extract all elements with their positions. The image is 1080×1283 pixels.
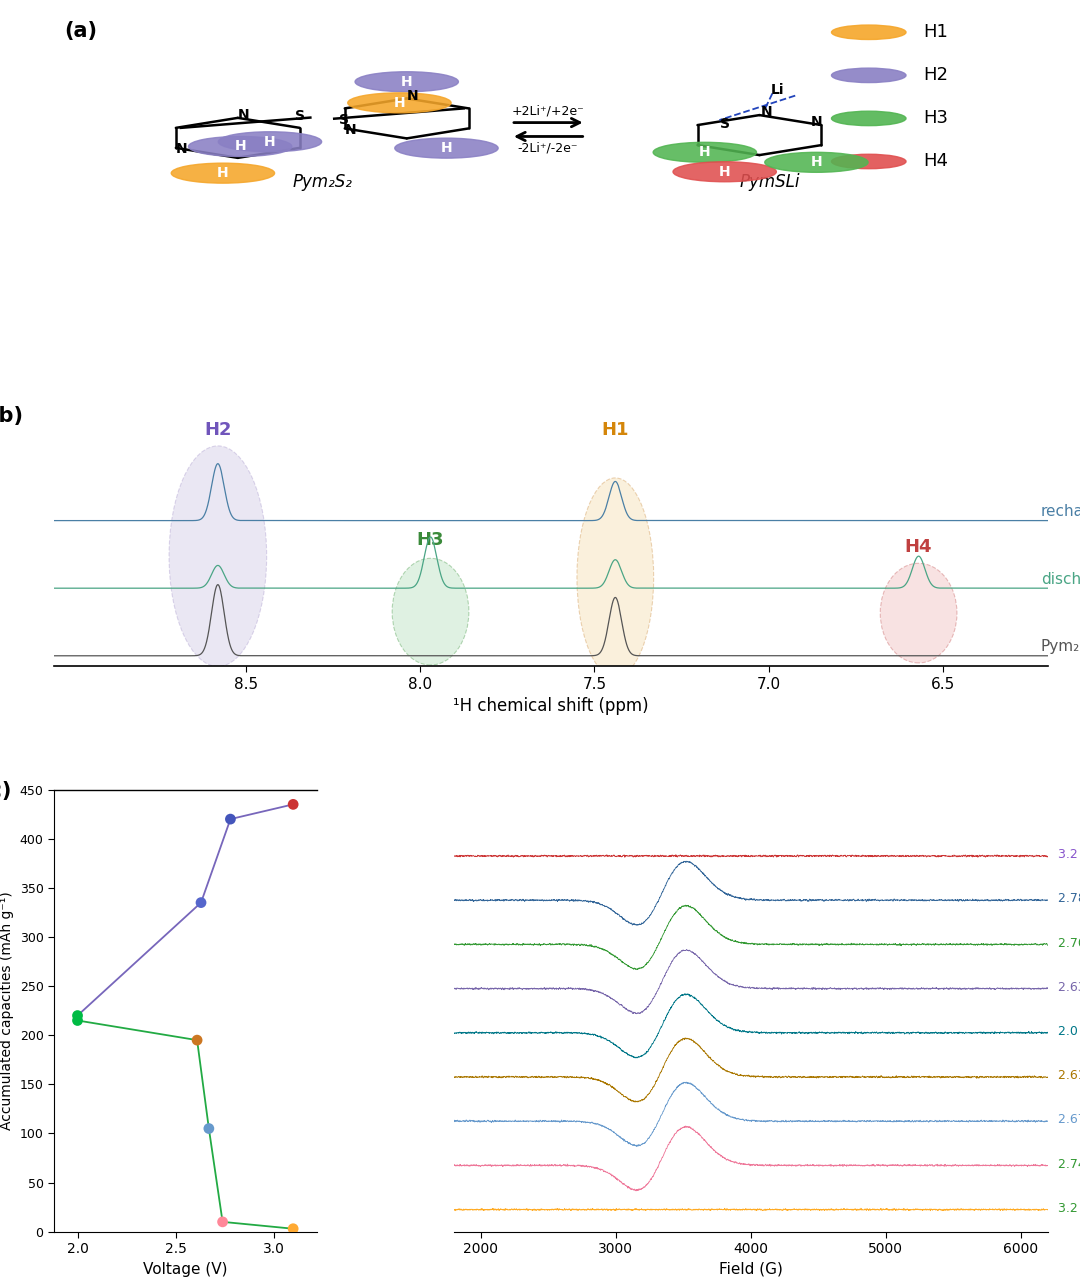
X-axis label: Field (G): Field (G) <box>718 1261 783 1277</box>
Text: 3.2 V: 3.2 V <box>1058 1202 1080 1215</box>
Y-axis label: Accumulated capacities (mAh g⁻¹): Accumulated capacities (mAh g⁻¹) <box>0 892 14 1130</box>
Ellipse shape <box>392 558 469 665</box>
Text: 2.78 V: 2.78 V <box>1058 892 1080 906</box>
Point <box>284 794 301 815</box>
Point <box>221 808 239 829</box>
Point <box>214 1211 231 1232</box>
Ellipse shape <box>348 92 451 113</box>
Point <box>284 1219 301 1239</box>
Text: 2.63 V: 2.63 V <box>1058 980 1080 994</box>
Point <box>200 1119 217 1139</box>
Point <box>69 1006 86 1026</box>
Point <box>192 893 210 913</box>
Text: H: H <box>811 155 822 169</box>
Text: discharge: discharge <box>1041 572 1080 586</box>
Text: 2.0 V: 2.0 V <box>1058 1025 1080 1038</box>
Text: H2: H2 <box>204 421 231 439</box>
Ellipse shape <box>577 477 653 677</box>
Text: S: S <box>296 109 306 123</box>
Ellipse shape <box>832 26 906 40</box>
Ellipse shape <box>170 446 267 666</box>
Text: N: N <box>176 142 188 157</box>
Ellipse shape <box>355 72 458 92</box>
Text: 2.61 V: 2.61 V <box>1058 1069 1080 1082</box>
Text: H: H <box>719 164 730 178</box>
Ellipse shape <box>653 142 756 163</box>
Text: H1: H1 <box>602 421 629 439</box>
X-axis label: Voltage (V): Voltage (V) <box>143 1261 228 1277</box>
Text: recharge: recharge <box>1041 504 1080 520</box>
Ellipse shape <box>673 162 777 182</box>
Text: H: H <box>393 96 405 110</box>
Text: H: H <box>441 141 453 155</box>
Text: 3.2 V: 3.2 V <box>1058 848 1080 861</box>
Text: H1: H1 <box>923 23 948 41</box>
Text: H4: H4 <box>923 153 948 171</box>
Text: Pym₂S₂: Pym₂S₂ <box>293 173 352 191</box>
Text: Li: Li <box>771 82 784 96</box>
Text: Pym₂S₂: Pym₂S₂ <box>1041 639 1080 654</box>
Text: 2.67 V: 2.67 V <box>1058 1114 1080 1126</box>
Text: +2Li⁺/+2e⁻: +2Li⁺/+2e⁻ <box>512 105 584 118</box>
X-axis label: ¹H chemical shift (ppm): ¹H chemical shift (ppm) <box>453 698 649 716</box>
Text: H: H <box>217 167 229 180</box>
Text: (c): (c) <box>0 781 12 801</box>
Text: H3: H3 <box>417 531 444 549</box>
Ellipse shape <box>880 563 957 663</box>
Text: 2.74 V: 2.74 V <box>1058 1157 1080 1170</box>
Ellipse shape <box>832 68 906 82</box>
Point <box>188 1030 205 1051</box>
Text: S: S <box>339 113 349 127</box>
Ellipse shape <box>832 112 906 126</box>
Text: H2: H2 <box>923 67 948 85</box>
Ellipse shape <box>218 132 322 151</box>
Text: H: H <box>234 140 246 154</box>
Text: (b): (b) <box>0 407 24 426</box>
Ellipse shape <box>765 153 868 172</box>
Text: N: N <box>760 105 772 119</box>
Text: H: H <box>401 74 413 89</box>
Text: H3: H3 <box>923 109 948 127</box>
Text: H: H <box>265 135 275 149</box>
Text: N: N <box>345 123 356 137</box>
Text: S: S <box>720 117 730 131</box>
Text: H: H <box>699 145 711 159</box>
Text: (a): (a) <box>64 21 97 41</box>
Text: N: N <box>238 108 249 122</box>
Text: H4: H4 <box>905 538 932 556</box>
Ellipse shape <box>395 139 498 158</box>
Text: PymSLi: PymSLi <box>739 173 799 191</box>
Text: 2.70 V: 2.70 V <box>1058 937 1080 949</box>
Text: -2Li⁺/-2e⁻: -2Li⁺/-2e⁻ <box>517 141 578 154</box>
Ellipse shape <box>172 163 274 183</box>
Ellipse shape <box>189 136 292 157</box>
Ellipse shape <box>832 154 906 168</box>
Point <box>69 1010 86 1030</box>
Text: N: N <box>811 115 822 130</box>
Text: N: N <box>407 89 419 103</box>
